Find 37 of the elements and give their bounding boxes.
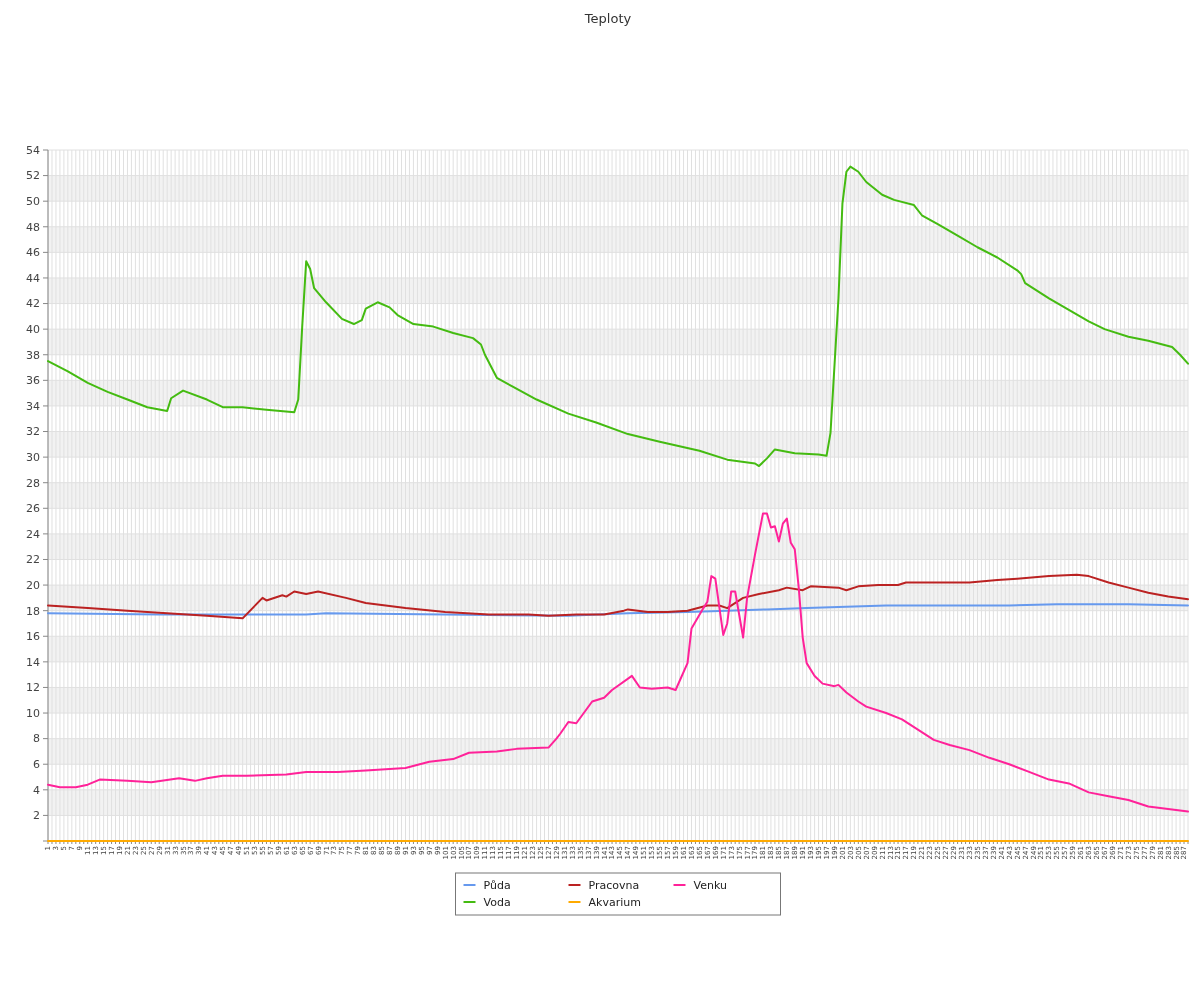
y-tick-label: 14 xyxy=(26,655,40,669)
y-tick-label: 30 xyxy=(26,450,40,464)
y-tick-label: 24 xyxy=(26,527,40,541)
y-tick-label: 54 xyxy=(26,143,40,157)
y-tick-label: 6 xyxy=(33,758,40,772)
y-tick-label: 26 xyxy=(26,502,40,516)
legend-label: Venku xyxy=(693,878,727,892)
y-tick-label: 28 xyxy=(26,476,40,490)
y-tick-label: 2 xyxy=(33,809,40,823)
y-tick-label: 34 xyxy=(26,399,40,413)
y-tick-label: 16 xyxy=(26,630,40,644)
chart-title: Teploty xyxy=(583,11,632,26)
legend-label: Pracovna xyxy=(588,878,640,892)
y-tick-label: 12 xyxy=(26,681,40,695)
y-tick-label: 22 xyxy=(26,553,40,567)
y-tick-label: 10 xyxy=(26,706,40,720)
y-tick-label: 50 xyxy=(26,195,40,209)
y-tick-label: 20 xyxy=(26,578,40,592)
y-tick-label: 46 xyxy=(26,246,40,260)
y-tick-label: 8 xyxy=(33,732,40,746)
y-tick-label: 18 xyxy=(26,604,40,618)
line-series xyxy=(47,603,1189,617)
legend-label: Akvarium xyxy=(588,895,641,909)
y-tick-label: 48 xyxy=(26,220,40,234)
y-tick-label: 40 xyxy=(26,323,40,336)
line-series xyxy=(47,512,1189,813)
line-series xyxy=(47,165,1189,468)
y-tick-label: 42 xyxy=(26,297,40,311)
line-series xyxy=(47,573,1189,620)
y-tick-label: 4 xyxy=(33,783,40,797)
legend-label: Voda xyxy=(483,895,511,909)
legend-label: Půda xyxy=(483,878,511,892)
y-tick-label: 32 xyxy=(26,425,40,439)
y-tick-label: 44 xyxy=(26,271,40,285)
y-tick-label: 38 xyxy=(26,348,40,362)
y-tick-label: 36 xyxy=(26,374,40,388)
y-tick-label: 52 xyxy=(26,169,40,183)
